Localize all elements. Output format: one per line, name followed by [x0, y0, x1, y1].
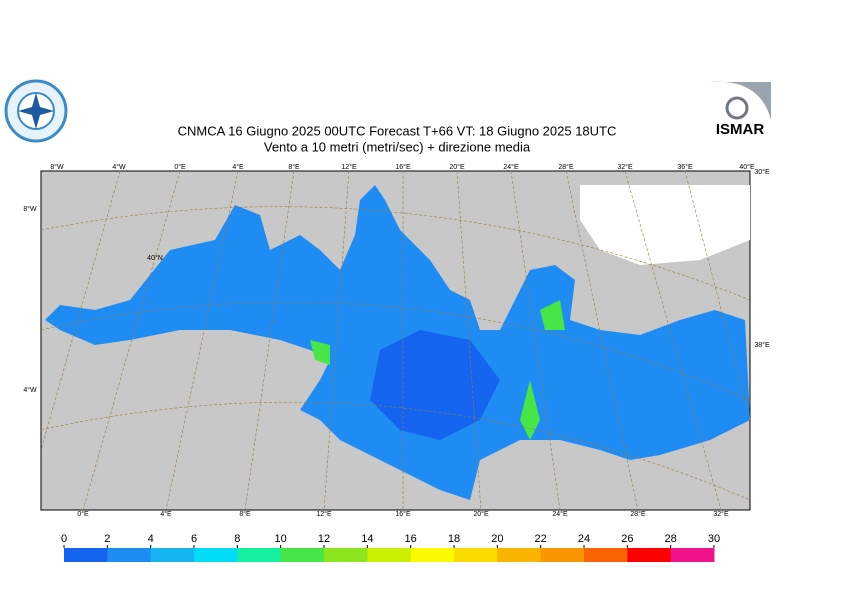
- coord-label: 4°E: [232, 163, 244, 171]
- coord-label: 4°E: [160, 510, 172, 518]
- colorbar-segment: [670, 548, 715, 562]
- colorbar-segment: [410, 548, 455, 562]
- coord-label: 20°E: [473, 510, 489, 518]
- coord-label: 16°E: [395, 510, 411, 518]
- colorbar-tick-label: 30: [708, 533, 720, 545]
- coord-label: 36°E: [677, 163, 693, 171]
- colorbar-tick-label: 28: [665, 533, 677, 545]
- coord-label: 8°W: [50, 163, 64, 171]
- coord-label: 20°E: [449, 163, 465, 171]
- coord-label: 38°E: [754, 341, 770, 349]
- colorbar-segment: [64, 548, 108, 562]
- coord-label: 40°E: [739, 163, 755, 171]
- colorbar-segment: [107, 548, 152, 562]
- coord-label: 28°E: [558, 163, 574, 171]
- colorbar-segment: [540, 548, 585, 562]
- coord-label: 0°E: [77, 510, 89, 518]
- coord-label: 4°W: [112, 163, 126, 171]
- colorbar-tick-label: 24: [578, 533, 590, 545]
- coord-label: 12°E: [316, 510, 332, 518]
- subtitle: Vento a 10 metri (metri/sec) + direzione…: [264, 139, 531, 154]
- coord-label: 16°E: [395, 163, 411, 171]
- colorbar-tick-label: 4: [148, 533, 154, 545]
- colorbar-tick-label: 16: [405, 533, 417, 545]
- colorbar-segment: [194, 548, 238, 562]
- coord-label: 4°W: [23, 386, 37, 394]
- coord-label: 0°E: [174, 163, 186, 171]
- coord-label: 8°E: [288, 163, 300, 171]
- coord-label: 24°E: [552, 510, 568, 518]
- logo-right: ISMAR: [709, 78, 771, 140]
- colorbar-segment: [497, 548, 542, 562]
- colorbar-segment: [454, 548, 498, 562]
- colorbar-segment: [367, 548, 412, 562]
- colorbar-tick-label: 22: [535, 533, 547, 545]
- colorbar-tick-label: 0: [61, 533, 67, 545]
- colorbar-segment: [237, 548, 282, 562]
- colorbar-tick-label: 12: [318, 533, 330, 545]
- colorbar-tick-label: 10: [275, 533, 287, 545]
- colorbar-tick-label: 20: [491, 533, 503, 545]
- coord-label: 28°E: [630, 510, 646, 518]
- coord-label: 8°E: [239, 510, 251, 518]
- coord-label: 8°W: [23, 205, 37, 213]
- colorbar-tick-label: 14: [361, 533, 373, 545]
- colorbar-segment: [627, 548, 672, 562]
- title: CNMCA 16 Giugno 2025 00UTC Forecast T+66…: [178, 123, 617, 138]
- colorbar-tick-label: 2: [104, 533, 110, 545]
- logo-left: [4, 79, 68, 143]
- coord-label: 12°E: [341, 163, 357, 171]
- colorbar-tick-label: 6: [191, 533, 197, 545]
- colorbar-segment: [280, 548, 325, 562]
- coord-label: 30°E: [754, 168, 770, 176]
- logo-text: ISMAR: [716, 121, 765, 138]
- colorbar-tick-label: 8: [234, 533, 240, 545]
- colorbar-tick-label: 18: [448, 533, 460, 545]
- colorbar-segment: [150, 548, 195, 562]
- colorbar-segment: [324, 548, 368, 562]
- coord-label: 24°E: [503, 163, 519, 171]
- map: [40, 170, 751, 511]
- coord-label: 40°N: [147, 254, 163, 262]
- colorbar-tick-label: 26: [621, 533, 633, 545]
- coord-label: 32°E: [617, 163, 633, 171]
- colorbar-segment: [584, 548, 628, 562]
- coord-label: 32°E: [713, 510, 729, 518]
